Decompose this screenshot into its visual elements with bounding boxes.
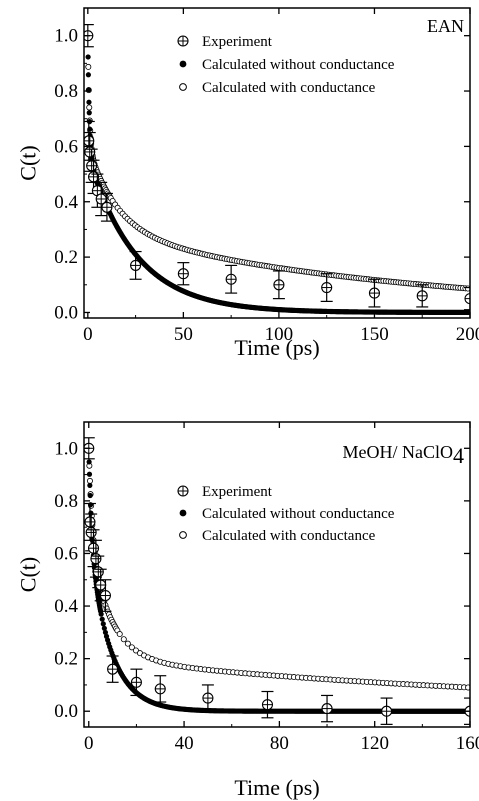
x-tick-label: 0: [84, 733, 94, 754]
point-without-conductance: [86, 100, 91, 105]
x-tick-label: 150: [360, 324, 389, 345]
point-experiment: [85, 147, 95, 157]
point-experiment: [274, 280, 284, 290]
legend-marker-without-conductance: [180, 61, 187, 68]
point-experiment: [382, 706, 392, 716]
point-experiment: [96, 580, 106, 590]
point-experiment: [84, 136, 94, 146]
x-tick-label: 50: [174, 324, 193, 345]
x-tick-label: 160: [456, 733, 479, 754]
legend-marker-with-conductance: [180, 84, 187, 91]
y-tick-label: 0.0: [54, 701, 78, 722]
x-tick-label: 40: [175, 733, 194, 754]
point-experiment: [262, 700, 272, 710]
x-axis-title: Time (ps): [234, 775, 319, 800]
point-without-conductance: [87, 110, 92, 115]
point-with-conductance: [117, 631, 122, 636]
legend-marker-with-conductance: [180, 532, 187, 539]
legend-marker-experiment: [178, 486, 188, 496]
panel-label-subscript: 4: [453, 443, 464, 468]
y-tick-label: 1.0: [54, 26, 78, 47]
point-without-conductance: [87, 459, 92, 464]
chart-panel-meoh-naclo4: 0 40 80 120 160 0.0 0.2 0.4 0.6 0.8 1.0 MeOH/ NaCl…: [16, 422, 479, 800]
point-experiment: [203, 693, 213, 703]
point-experiment: [131, 677, 141, 687]
point-with-conductance: [87, 478, 92, 483]
point-experiment: [86, 527, 96, 537]
point-experiment: [322, 283, 332, 293]
y-tick-label: 0.6: [54, 136, 78, 157]
legend-label: Calculated with conductance: [202, 528, 376, 544]
point-experiment: [226, 274, 236, 284]
y-tick-label: 0.4: [54, 596, 78, 617]
point-experiment: [85, 517, 95, 527]
legend-label: Calculated with conductance: [202, 80, 376, 96]
y-tick-label: 0.6: [54, 543, 78, 564]
y-tick-label: 0.8: [54, 81, 78, 102]
point-experiment: [89, 543, 99, 553]
y-tick-label: 0.2: [54, 649, 78, 670]
legend-marker-without-conductance: [180, 510, 187, 517]
point-with-conductance: [87, 105, 92, 110]
point-experiment: [322, 704, 332, 714]
point-experiment: [108, 664, 118, 674]
y-tick-label: 0.2: [54, 247, 78, 268]
x-tick-label: 200: [456, 324, 479, 345]
legend-marker-experiment: [178, 36, 188, 46]
y-tick-label: 0.4: [54, 192, 78, 213]
legend-label: Experiment: [202, 484, 273, 500]
y-tick-label: 0.8: [54, 491, 78, 512]
point-without-conductance: [100, 617, 105, 622]
point-without-conductance: [99, 612, 104, 617]
legend: Experiment Calculated without conductance…: [178, 484, 395, 544]
y-axis-title: C(t): [16, 145, 41, 180]
y-axis-title: C(t): [16, 557, 41, 592]
panel-label: MeOH/ NaClO4: [343, 442, 465, 468]
point-with-conductance: [121, 637, 126, 642]
point-experiment: [91, 554, 101, 564]
plot-frame: [84, 422, 470, 727]
x-tick-label: 120: [360, 733, 389, 754]
point-without-conductance: [87, 472, 92, 477]
point-without-conductance: [88, 493, 93, 498]
x-tick-label: 80: [270, 733, 289, 754]
legend: Experiment Calculated without conductance…: [178, 34, 395, 96]
x-tick-label: 0: [83, 324, 93, 345]
point-experiment: [87, 161, 97, 171]
point-experiment: [131, 260, 141, 270]
point-experiment: [369, 288, 379, 298]
point-experiment: [178, 269, 188, 279]
point-without-conductance: [86, 72, 91, 77]
point-experiment: [93, 567, 103, 577]
point-experiment: [100, 591, 110, 601]
point-experiment: [102, 202, 112, 212]
legend-label: Calculated without conductance: [202, 506, 395, 522]
legend-label: Calculated without conductance: [202, 57, 395, 73]
point-experiment: [155, 684, 165, 694]
point-with-conductance: [86, 64, 91, 69]
point-without-conductance: [86, 54, 91, 59]
point-without-conductance: [87, 127, 92, 132]
point-experiment: [417, 291, 427, 301]
series-with-conductance: [86, 446, 471, 690]
y-tick-label: 1.0: [54, 438, 78, 459]
plot-area: [83, 438, 476, 725]
x-axis-title: Time (ps): [234, 335, 319, 360]
legend-label: Experiment: [202, 34, 273, 50]
series-experiment: [83, 438, 476, 725]
y-tick-label: 0.0: [54, 302, 78, 323]
point-without-conductance: [87, 483, 92, 488]
point-without-conductance: [101, 621, 106, 626]
chart-panel-ean: 0501001502000.00.20.40.60.81.0 EAN Exper…: [16, 8, 479, 360]
panel-label: EAN: [427, 16, 464, 36]
